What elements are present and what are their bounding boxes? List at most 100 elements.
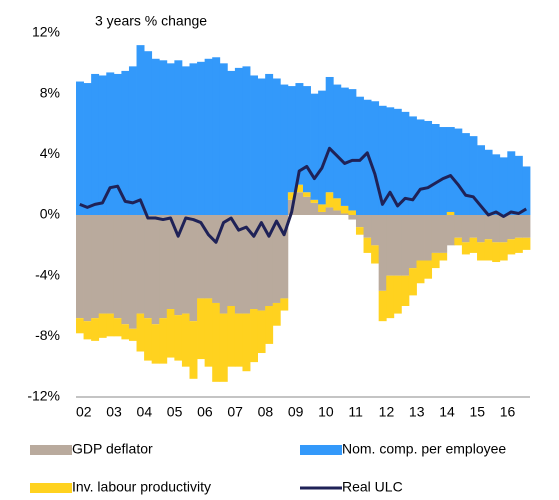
- bar-segment: [325, 207, 334, 215]
- bar-segment: [340, 205, 349, 214]
- bar-segment: [469, 215, 478, 238]
- bar-segment: [242, 215, 251, 314]
- x-tick-label: 14: [439, 404, 455, 420]
- bar-segment: [355, 96, 364, 215]
- y-tick-label: -4%: [35, 266, 60, 282]
- bar-segment: [363, 215, 372, 238]
- bar-segment: [250, 215, 258, 310]
- bar-segment: [303, 86, 311, 193]
- bar-segment: [424, 260, 433, 279]
- bar-segment: [446, 127, 455, 212]
- line: [79, 146, 527, 244]
- bar-segment: [128, 328, 137, 341]
- bar-segment: [340, 213, 349, 215]
- bar-segment: [431, 215, 440, 253]
- bar-segment: [83, 215, 92, 322]
- bar-segment: [401, 215, 410, 276]
- y-tick-label: -12%: [27, 388, 60, 404]
- bar-segment: [303, 192, 311, 197]
- bar-segment: [310, 199, 319, 203]
- bar-segment: [144, 318, 153, 361]
- bar-segment: [136, 45, 145, 216]
- bar-segment: [136, 215, 145, 314]
- bar-segment: [227, 215, 236, 306]
- bar-segment: [212, 302, 221, 382]
- bar-segment: [416, 260, 425, 284]
- bar-segment: [280, 298, 289, 311]
- bar-segment: [416, 215, 425, 261]
- bar-segment: [522, 166, 531, 215]
- bar-segment: [83, 83, 92, 215]
- x-tick-label: 10: [318, 404, 334, 420]
- bar-segment: [144, 51, 153, 216]
- bar-segment: [378, 215, 387, 291]
- bar-segment: [76, 215, 84, 319]
- bar-segment: [128, 66, 137, 215]
- bar-segment: [522, 237, 531, 250]
- bar-segment: [340, 87, 349, 206]
- bar-segment: [91, 215, 100, 319]
- bar-segment: [212, 215, 221, 303]
- bar-segment: [128, 215, 137, 329]
- bar-segment: [174, 315, 183, 361]
- bar-segment: [197, 61, 206, 215]
- bar-segment: [408, 116, 417, 215]
- bar-segment: [159, 318, 168, 364]
- bar-segment: [159, 215, 168, 319]
- bar-segment: [250, 75, 258, 215]
- bar-segment: [212, 57, 221, 216]
- bar-segment: [219, 63, 228, 216]
- legend-label: GDP deflator: [72, 441, 153, 457]
- legend-label: Nom. comp. per employee: [342, 441, 506, 457]
- bar-segment: [477, 145, 485, 215]
- bar-segment: [424, 215, 433, 261]
- bar-segment: [181, 215, 190, 314]
- bar-segment: [189, 321, 198, 379]
- bar-segment: [431, 252, 440, 269]
- bar-segment: [461, 242, 470, 255]
- bar-segment: [303, 196, 311, 215]
- bar-segment: [431, 124, 440, 215]
- bar-segment: [76, 318, 84, 334]
- bar-segment: [386, 107, 395, 215]
- legend-swatch: [30, 445, 72, 455]
- bar-segment: [484, 149, 493, 215]
- x-tick-label: 07: [227, 404, 243, 420]
- bar-segment: [106, 215, 115, 314]
- bar-segment: [514, 155, 523, 215]
- bar-segment: [325, 76, 334, 193]
- bar-segment: [151, 58, 160, 216]
- bar-segment: [181, 66, 190, 215]
- bar-segment: [386, 275, 395, 319]
- bar-segment: [151, 324, 160, 364]
- bar-segment: [492, 242, 501, 263]
- bar-segment: [265, 215, 274, 306]
- bar-segment: [378, 290, 387, 322]
- bar-segment: [166, 309, 175, 358]
- bar-segment: [227, 306, 236, 367]
- bar-segment: [295, 83, 304, 185]
- bar-segment: [98, 313, 107, 338]
- bar-segment: [144, 215, 153, 319]
- bar-segment: [439, 215, 448, 253]
- bar-segment: [371, 215, 380, 246]
- bar-segment: [492, 215, 501, 243]
- bar-segment: [461, 133, 470, 215]
- bar-segment: [363, 237, 372, 253]
- bar-segment: [242, 66, 251, 215]
- bar-segment: [333, 198, 342, 211]
- x-tick-label: 13: [409, 404, 425, 420]
- bar-segment: [91, 73, 100, 215]
- bar-segment: [272, 302, 281, 326]
- x-tick-label: 09: [288, 404, 304, 420]
- bar-segment: [484, 239, 493, 261]
- bar-segment: [234, 215, 243, 314]
- bar-segment: [234, 313, 243, 367]
- bar-segment: [318, 211, 327, 215]
- bar-segment: [469, 136, 478, 215]
- x-tick-label: 03: [106, 404, 122, 420]
- bar-segment: [106, 72, 115, 215]
- bar-segment: [257, 310, 266, 354]
- x-tick-label: 06: [197, 404, 213, 420]
- bar-segment: [310, 93, 319, 200]
